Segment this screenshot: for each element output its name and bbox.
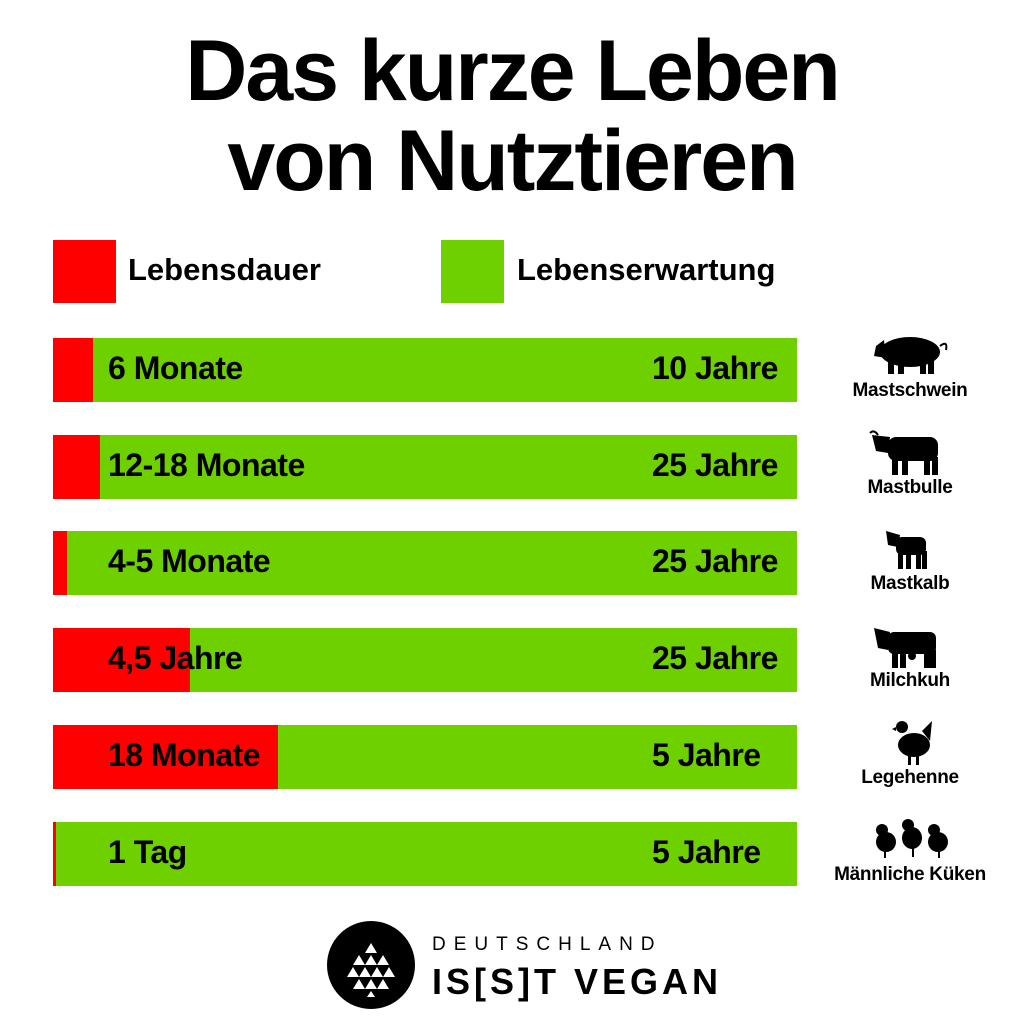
animal-2: Mastkalb — [820, 523, 1000, 595]
animal-name: Mastschwein — [852, 380, 968, 401]
bar-lifespan — [53, 434, 100, 499]
animal-5: Männliche Küken — [820, 814, 1000, 886]
expectancy-label: 25 Jahre — [652, 543, 778, 580]
lifespan-label: 12-18 Monate — [108, 446, 305, 483]
animal-name: Milchkuh — [870, 670, 950, 692]
lifespan-label: 4-5 Monate — [108, 543, 271, 580]
bar-expectancy: 4,5 Jahre 25 Jahre — [53, 628, 797, 693]
animal-1: Mastbulle — [820, 427, 1000, 499]
expectancy-label: 5 Jahre — [652, 736, 761, 773]
bar-expectancy: 4-5 Monate 25 Jahre — [53, 531, 797, 596]
animal-4: Legehenne — [820, 717, 1000, 789]
bar-expectancy: 12-18 Monate 25 Jahre — [53, 434, 797, 499]
bar-lifespan — [53, 724, 278, 789]
legend-label-expectancy: Lebenserwartung — [517, 252, 776, 287]
bar-lifespan — [53, 531, 68, 596]
title-line-1: Das kurze Leben — [185, 23, 840, 119]
bar-expectancy: 18 Monate 5 Jahre — [53, 724, 797, 789]
bar-lifespan — [53, 338, 94, 402]
expectancy-label: 10 Jahre — [652, 350, 778, 386]
logo-text-line-2: IS[S]T VEGAN — [432, 961, 723, 1002]
lifespan-label: 4,5 Jahre — [108, 640, 243, 677]
bar-lifespan — [53, 628, 190, 693]
animal-name: Mastkalb — [870, 573, 950, 595]
lifespan-label: 1 Tag — [108, 833, 187, 870]
grape-icon — [347, 943, 395, 997]
bar-expectancy: 6 Monate 10 Jahre — [53, 338, 797, 402]
animal-name: Mastbulle — [867, 476, 953, 498]
legend-swatch-lifespan — [53, 240, 116, 303]
expectancy-label: 5 Jahre — [652, 833, 761, 870]
animal-name: Männliche Küken — [834, 863, 986, 885]
animal-name: Legehenne — [861, 766, 959, 788]
expectancy-label: 25 Jahre — [652, 446, 778, 483]
pig-icon — [874, 337, 948, 374]
animal-3: Milchkuh — [820, 620, 1000, 692]
lifespan-label: 6 Monate — [108, 350, 243, 386]
logo-mark — [327, 921, 415, 1009]
chicks-icon — [876, 818, 948, 858]
cow-icon — [874, 628, 936, 669]
logo-text-line-1: DEUTSCHLAND — [432, 934, 663, 955]
expectancy-label: 25 Jahre — [652, 640, 778, 677]
animal-0: Mastschwein — [820, 330, 1000, 402]
bull-icon — [869, 430, 938, 475]
lifespan-label: 18 Monate — [108, 736, 260, 773]
legend-swatch-expectancy — [441, 240, 504, 303]
title-line-2: von Nutztieren — [227, 113, 798, 209]
bar-lifespan — [53, 821, 56, 886]
hen-icon — [892, 720, 932, 765]
calf-icon — [886, 531, 927, 570]
legend-label-lifespan: Lebensdauer — [128, 252, 321, 287]
bar-expectancy: 1 Tag 5 Jahre — [53, 821, 797, 886]
